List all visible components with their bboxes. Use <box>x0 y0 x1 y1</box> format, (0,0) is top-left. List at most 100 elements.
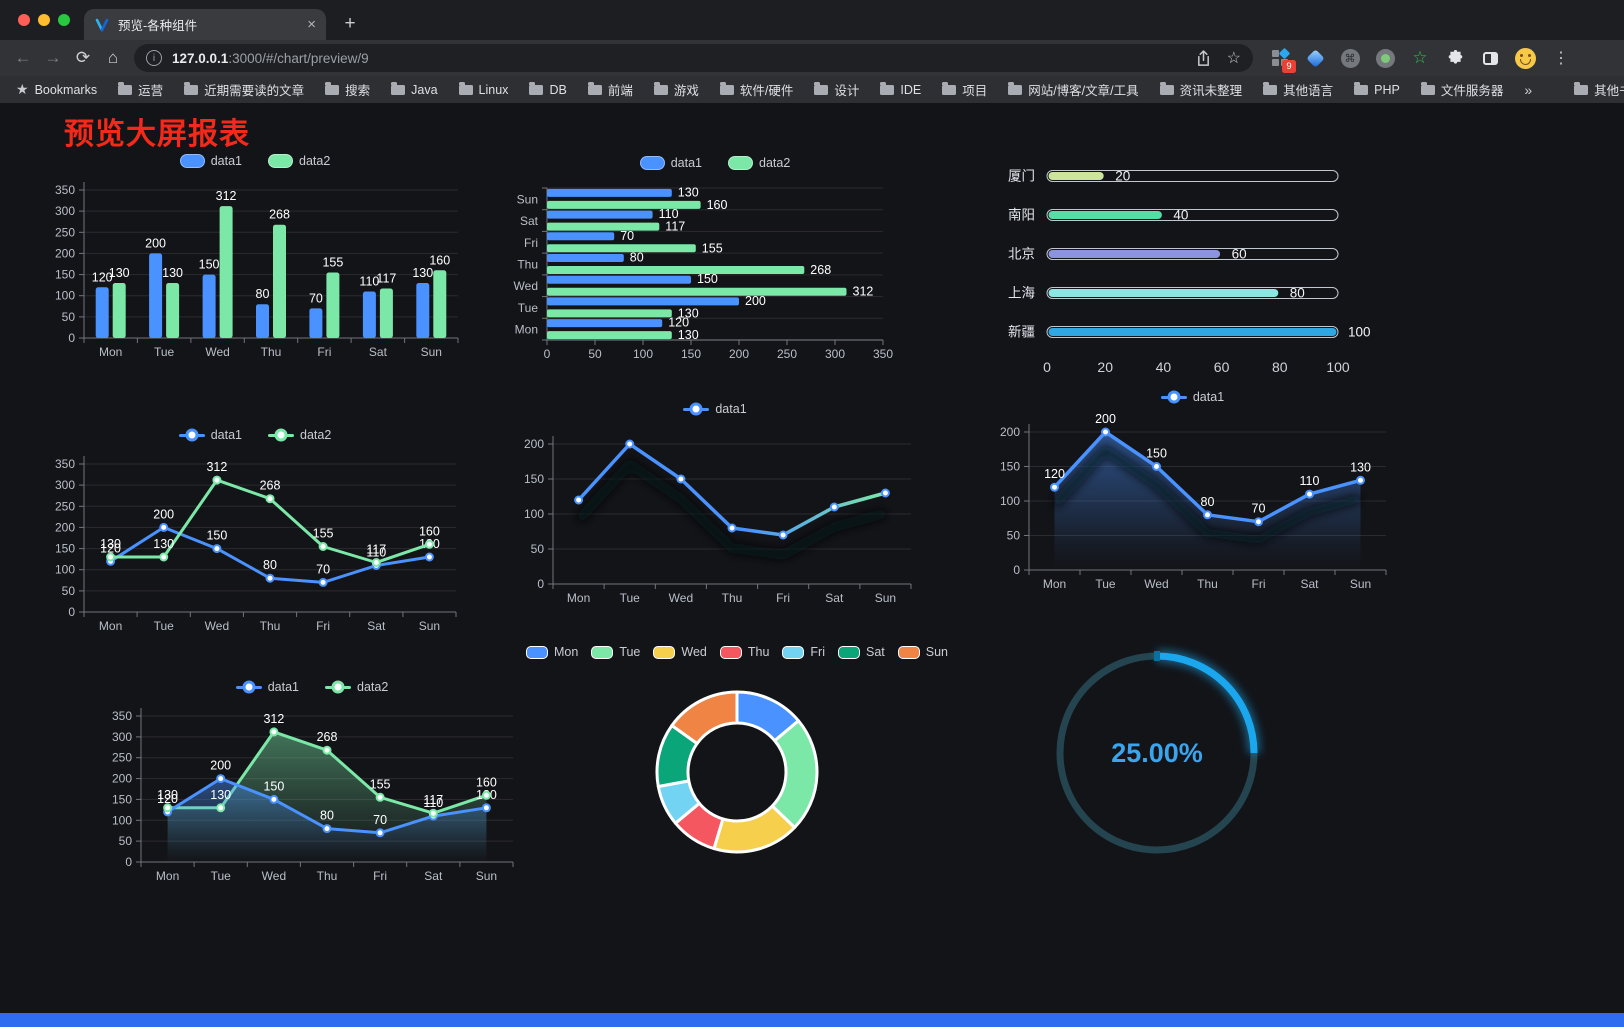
close-window-button[interactable] <box>18 14 30 26</box>
bar[interactable] <box>547 309 672 318</box>
bar[interactable] <box>547 275 691 284</box>
bar[interactable] <box>256 304 269 338</box>
minimize-window-button[interactable] <box>38 14 50 26</box>
bar[interactable] <box>149 253 163 338</box>
bar[interactable] <box>362 291 376 339</box>
capsule-fill[interactable] <box>1048 172 1104 180</box>
capsule-fill[interactable] <box>1048 211 1162 219</box>
address-bar[interactable]: i 127.0.0.1:3000/#/chart/preview/9 ☆ <box>134 44 1253 72</box>
bar[interactable] <box>547 200 701 209</box>
bookmark-folder[interactable]: IDE <box>880 80 921 99</box>
gradient-line-chart[interactable]: data1 0 50 100 150 200 Mon Tue Wed Thu Fri Sat Sun <box>505 396 925 612</box>
pie-slice[interactable] <box>670 690 739 745</box>
bookmark-folder[interactable]: 设计 <box>814 80 859 99</box>
bookmark-folder[interactable]: DB <box>529 80 567 99</box>
chart-canvas[interactable]: 25.00% <box>1047 642 1267 864</box>
bar[interactable] <box>547 287 847 296</box>
bookmark-folder[interactable]: 资讯未整理 <box>1159 80 1242 99</box>
bookmarks-manager[interactable]: ★ Bookmarks <box>16 81 97 98</box>
bar[interactable] <box>219 206 233 338</box>
chart-canvas[interactable] <box>527 664 947 870</box>
sidebar-icon[interactable] <box>1479 47 1501 69</box>
browser-menu-icon[interactable]: ⋮ <box>1553 50 1569 67</box>
gauge-progress-chart[interactable]: 25.00% <box>1047 642 1267 864</box>
bar[interactable] <box>547 210 653 219</box>
bar[interactable] <box>547 319 663 328</box>
legend-item[interactable]: Fri <box>782 645 825 659</box>
bookmark-folder[interactable]: 其他语言 <box>1263 80 1333 99</box>
chart-canvas[interactable]: 0 50 100 150 200 250 300 350 Mon Tue Wed Thu Fri Sat S… <box>40 174 470 366</box>
bookmark-folder[interactable]: 项目 <box>942 80 987 99</box>
legend-item[interactable]: data2 <box>268 154 330 168</box>
legend-item[interactable]: data1 <box>235 680 299 694</box>
bar[interactable] <box>547 266 805 274</box>
extension-record-icon[interactable] <box>1374 47 1396 69</box>
site-info-icon[interactable]: i <box>146 50 162 66</box>
capsule-fill[interactable] <box>1048 250 1221 258</box>
bookmark-folder[interactable]: Linux <box>458 80 508 99</box>
chart-canvas[interactable]: 0 50 100 150 200 Mon Tue Wed Thu Fri Sat Sun <box>505 422 925 612</box>
bookmark-folder[interactable]: 文件服务器 <box>1420 80 1503 99</box>
chart-canvas[interactable]: 厦门 20 南阳 40 北京 60 上海 80 新疆 100 0 20 40 60 80 100 <box>985 154 1400 386</box>
forward-icon[interactable]: → <box>44 48 62 67</box>
horizontal-bar-chart[interactable]: data1 data2 0 50 100 150 200 250 300 350 Sun 130 160… <box>505 150 925 368</box>
tab-close-icon[interactable]: × <box>307 16 316 33</box>
legend-item[interactable]: Mon <box>525 645 578 659</box>
legend-item[interactable]: data2 <box>728 156 790 170</box>
extension-star-icon[interactable]: ☆ <box>1412 48 1428 67</box>
bookmark-folder[interactable]: 运营 <box>118 80 163 99</box>
bar[interactable] <box>202 274 216 338</box>
legend-item[interactable]: Sat <box>838 645 885 659</box>
bar[interactable] <box>433 270 447 338</box>
area-line-chart[interactable]: data1 0 50 100 150 200 Mon Tue Wed Thu Fri Sat Sun 12… <box>985 384 1400 598</box>
bar[interactable] <box>547 188 672 197</box>
extension-gem-icon[interactable] <box>1304 47 1326 69</box>
legend-item[interactable]: data1 <box>179 154 242 168</box>
bookmark-folder[interactable]: Java <box>391 80 438 99</box>
donut-pie-chart[interactable]: Mon Tue Wed Thu Fri Sat Sun <box>525 640 948 870</box>
double-area-chart[interactable]: data1 data2 0 50 100 150 200 250 300 350 Mon Tue Wed… <box>97 674 527 890</box>
bar[interactable] <box>112 283 126 338</box>
bar[interactable] <box>309 308 323 338</box>
legend-item[interactable]: Thu <box>719 645 769 659</box>
bar[interactable] <box>547 254 624 262</box>
home-icon[interactable]: ⌂ <box>107 48 119 67</box>
bar[interactable] <box>166 283 180 338</box>
bar[interactable] <box>547 244 696 253</box>
bookmarks-overflow-icon[interactable]: » <box>1524 81 1533 98</box>
legend-item[interactable]: data1 <box>178 428 242 442</box>
chart-canvas[interactable]: 0 50 100 150 200 250 300 350 Mon Tue Wed Thu Fri Sat S… <box>97 700 527 890</box>
capsule-bar-chart[interactable]: 厦门 20 南阳 40 北京 60 上海 80 新疆 100 0 20 40 60 80 100 <box>985 154 1400 386</box>
bar[interactable] <box>273 224 286 338</box>
new-tab-button[interactable]: + <box>344 13 356 34</box>
bar[interactable] <box>547 331 672 340</box>
bar[interactable] <box>379 288 393 339</box>
browser-tab[interactable]: 预览-各种组件 × <box>84 9 326 40</box>
bookmark-folder[interactable]: 网站/博客/文章/工具 <box>1008 80 1139 99</box>
legend-item[interactable]: data1 <box>639 156 702 170</box>
profile-avatar[interactable] <box>1514 47 1536 69</box>
double-line-chart[interactable]: data1 data2 0 50 100 150 200 250 300 350 Mon Tue Wed… <box>40 422 470 640</box>
legend-item[interactable]: data1 <box>683 402 747 416</box>
share-icon[interactable] <box>1196 49 1211 67</box>
legend-item[interactable]: Tue <box>591 645 640 659</box>
bar[interactable] <box>547 232 615 241</box>
legend-item[interactable]: data1 <box>1160 390 1224 404</box>
extension-command-icon[interactable]: ⌘ <box>1339 47 1361 69</box>
legend-item[interactable]: data2 <box>325 680 388 694</box>
chart-canvas[interactable]: 0 50 100 150 200 250 300 350 Mon Tue Wed Thu Fri Sat S… <box>40 448 470 640</box>
capsule-fill[interactable] <box>1048 289 1279 297</box>
url-text[interactable]: 127.0.0.1:3000/#/chart/preview/9 <box>172 51 369 66</box>
bar[interactable] <box>547 222 660 231</box>
extensions-puzzle-icon[interactable] <box>1444 47 1466 69</box>
capsule-fill[interactable] <box>1048 328 1337 336</box>
bookmark-star-icon[interactable]: ☆ <box>1226 50 1241 67</box>
back-icon[interactable]: ← <box>14 48 32 67</box>
zoom-window-button[interactable] <box>58 14 70 26</box>
bookmark-folder[interactable]: 搜索 <box>325 80 370 99</box>
bookmark-folder[interactable]: 近期需要读的文章 <box>184 80 304 99</box>
extension-grid-icon[interactable]: 9 <box>1269 47 1296 73</box>
reload-icon[interactable]: ⟳ <box>75 48 91 67</box>
chart-canvas[interactable]: 0 50 100 150 200 Mon Tue Wed Thu Fri Sat Sun 120 200 1… <box>985 410 1400 598</box>
